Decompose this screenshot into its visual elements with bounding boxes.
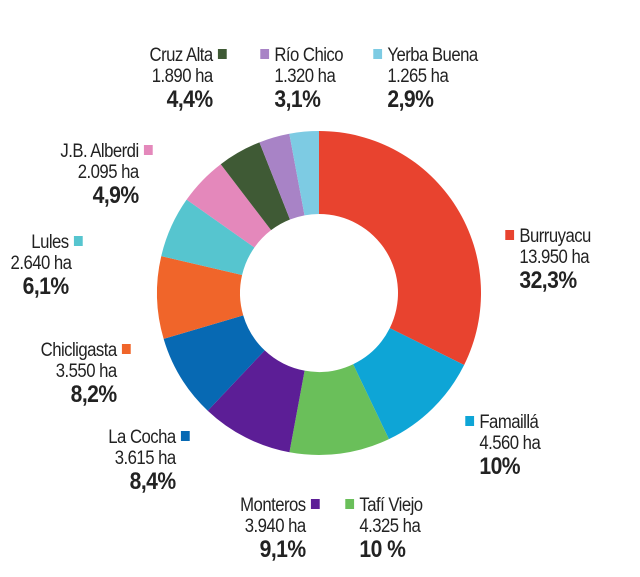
- slice-percent: 8,4%: [129, 468, 177, 495]
- legend-entry: Tafí Viejo: [340, 495, 446, 516]
- data-label: Chicligasta 3.550 ha 8,2%: [16, 340, 136, 408]
- slice-name: Yerba Buena: [387, 45, 478, 66]
- slice-hectares: 3.615 ha: [114, 448, 176, 469]
- legend-entry: La Cocha: [76, 427, 195, 448]
- data-label: Yerba Buena 1.265 ha 2,9%: [368, 45, 491, 113]
- legend-swatch: [345, 498, 355, 509]
- slice-famaill-: [353, 328, 465, 440]
- legend-swatch: [217, 48, 227, 59]
- legend-entry: Yerba Buena: [368, 45, 491, 66]
- legend-entry: Chicligasta: [16, 340, 136, 361]
- slice-j-b-alberdi: [186, 164, 272, 248]
- data-label: Tafí Viejo 4.325 ha 10 %: [340, 495, 446, 563]
- slice-name: Tafí Viejo: [359, 495, 423, 516]
- data-label: Burruyacu 13.950 ha 32,3%: [500, 226, 614, 294]
- slice-percent: 2,9%: [387, 86, 434, 113]
- data-label: Famaillá 4.560 ha 10%: [460, 412, 566, 480]
- slice-percent: 10 %: [359, 536, 406, 563]
- slice-hectares: 4.560 ha: [479, 433, 541, 454]
- slice-percent: 4,4%: [166, 86, 214, 113]
- slice-hectares: 3.550 ha: [55, 361, 117, 382]
- slice-yerba-buena: [289, 131, 319, 216]
- legend-swatch: [73, 235, 83, 246]
- legend-entry: Burruyacu: [500, 226, 614, 247]
- slice-name: Lules: [31, 232, 69, 253]
- slice-percent: 32,3%: [519, 267, 577, 294]
- slice-burruyacu: [319, 131, 481, 365]
- slice-percent: 10%: [479, 453, 521, 480]
- slice-chicligasta: [157, 256, 244, 339]
- legend-swatch: [310, 498, 320, 509]
- slice-name: Chicligasta: [40, 340, 118, 361]
- legend-swatch: [505, 229, 515, 240]
- legend-swatch: [180, 430, 190, 441]
- legend-entry: Cruz Alta: [81, 45, 232, 66]
- slice-percent: 6,1%: [22, 273, 70, 300]
- slice-hectares: 2.095 ha: [77, 162, 139, 183]
- slice-name: J.B. Alberdi: [60, 141, 139, 162]
- legend-entry: Famaillá: [460, 412, 566, 433]
- slice-hectares: 13.950 ha: [519, 247, 590, 268]
- slice-taf-viejo: [289, 364, 389, 456]
- data-label: Lules 2.640 ha 6,1%: [11, 232, 88, 300]
- slice-name: Monteros: [240, 495, 306, 516]
- legend-swatch: [143, 144, 153, 155]
- slice-r-o-chico: [259, 133, 305, 220]
- legend-swatch: [465, 415, 475, 426]
- data-label: Monteros 3.940 ha 9,1%: [224, 495, 325, 563]
- slice-percent: 8,2%: [70, 381, 118, 408]
- data-label: La Cocha 3.615 ha 8,4%: [76, 427, 195, 495]
- legend-swatch: [121, 343, 131, 354]
- legend-entry: Lules: [11, 232, 88, 253]
- slice-hectares: 1.320 ha: [274, 66, 336, 87]
- slice-monteros: [207, 350, 305, 453]
- legend-swatch: [260, 48, 270, 59]
- slice-hectares: 1.890 ha: [151, 66, 213, 87]
- slice-name: La Cocha: [108, 427, 176, 448]
- slice-lules: [161, 199, 255, 276]
- slice-hectares: 3.940 ha: [244, 516, 306, 537]
- slice-percent: 4,9%: [92, 182, 140, 209]
- slice-name: Famaillá: [479, 412, 539, 433]
- slice-name: Cruz Alta: [149, 45, 214, 66]
- slice-name: Río Chico: [274, 45, 344, 66]
- data-label: Cruz Alta 1.890 ha 4,4%: [81, 45, 232, 113]
- slice-name: Burruyacu: [519, 226, 591, 247]
- slice-cruz-alta: [220, 142, 290, 231]
- data-label: Río Chico 1.320 ha 3,1%: [255, 45, 352, 113]
- slice-percent: 3,1%: [274, 86, 321, 113]
- slice-hectares: 2.640 ha: [10, 253, 72, 274]
- legend-swatch: [373, 48, 383, 59]
- slice-percent: 9,1%: [259, 536, 307, 563]
- slice-hectares: 4.325 ha: [359, 516, 421, 537]
- slice-la-cocha: [163, 315, 265, 411]
- legend-entry: J.B. Alberdi: [19, 141, 158, 162]
- slice-hectares: 1.265 ha: [387, 66, 449, 87]
- legend-entry: Río Chico: [255, 45, 352, 66]
- data-label: J.B. Alberdi 2.095 ha 4,9%: [19, 141, 158, 209]
- legend-entry: Monteros: [224, 495, 325, 516]
